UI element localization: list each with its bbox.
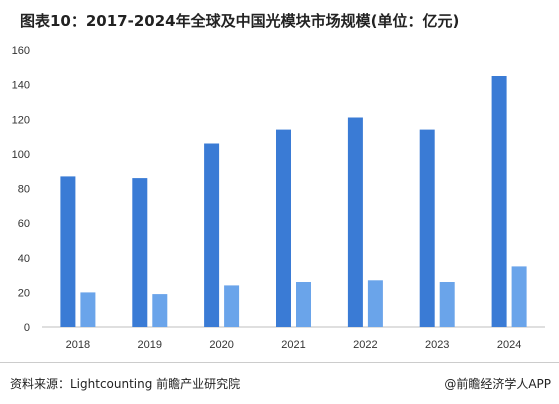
x-tick-label: 2020 xyxy=(209,339,233,351)
y-tick-label: 120 xyxy=(12,114,30,126)
bar-2022-series-2 xyxy=(367,280,383,327)
y-tick-label: 100 xyxy=(12,149,30,161)
source-note: 资料来源：Lightcounting 前瞻产业研究院 xyxy=(10,377,241,391)
x-tick-label: 2019 xyxy=(138,339,162,351)
bar-2021-series-2 xyxy=(296,282,311,327)
bar-2024-series-2 xyxy=(511,266,527,327)
footer: 资料来源：Lightcounting 前瞻产业研究院 @前瞻经济学人APP xyxy=(0,362,559,404)
x-tick-label: 2022 xyxy=(353,339,377,351)
y-tick-label: 20 xyxy=(18,287,30,299)
y-axis: 0 20 40 60 80 100 120 140 160 xyxy=(12,45,30,334)
y-tick-label: 60 xyxy=(18,218,30,230)
x-tick-label: 2024 xyxy=(497,339,521,351)
y-tick-label: 160 xyxy=(12,45,30,57)
bar-2024-series-1 xyxy=(491,76,507,327)
y-tick-label: 0 xyxy=(24,322,30,334)
bar-2019-series-1 xyxy=(132,178,148,327)
bar-2020-series-2 xyxy=(224,285,240,327)
x-tick-label: 2018 xyxy=(66,339,90,351)
bar-2018-series-2 xyxy=(80,292,96,327)
x-axis: 2018 2019 2020 2021 2022 2023 2024 xyxy=(66,339,522,351)
chart-title: 图表10：2017-2024年全球及中国光模块市场规模(单位：亿元) xyxy=(20,12,460,30)
credit-note: @前瞻经济学人APP xyxy=(444,377,551,391)
y-tick-label: 80 xyxy=(18,184,30,196)
x-tick-label: 2023 xyxy=(425,339,449,351)
bar-2023-series-2 xyxy=(439,282,455,327)
bar-2020-series-1 xyxy=(204,143,220,327)
bar-2022-series-1 xyxy=(347,117,363,327)
y-tick-label: 140 xyxy=(12,80,30,92)
bar-2018-series-1 xyxy=(60,176,76,327)
y-tick-label: 40 xyxy=(18,253,30,265)
x-tick-label: 2021 xyxy=(281,339,305,351)
bar-2021-series-1 xyxy=(276,129,291,327)
bars xyxy=(60,76,527,327)
bar-2019-series-2 xyxy=(152,294,168,327)
bar-2023-series-1 xyxy=(419,129,435,327)
